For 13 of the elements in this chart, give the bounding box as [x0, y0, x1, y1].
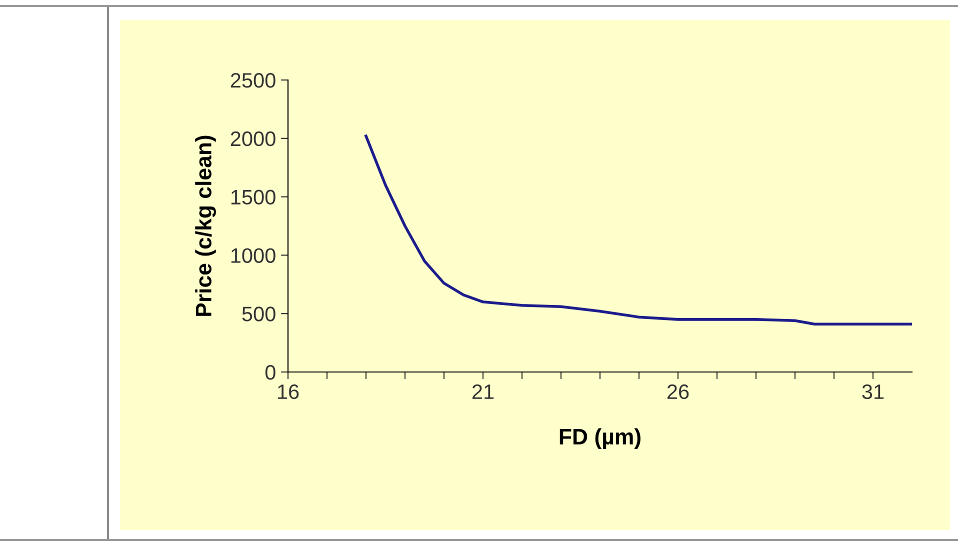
x-tick-label: 31: [862, 384, 884, 400]
y-tick-label: 0: [265, 365, 276, 380]
y-tick-label: 1000: [231, 248, 276, 263]
y-tick-label: 1500: [231, 190, 276, 205]
y-tick-label: 2000: [230, 131, 276, 146]
y-tick-label: 500: [242, 306, 276, 322]
line-series: [364, 134, 912, 326]
y-axis-title: Price (c/kg clean): [195, 136, 216, 316]
y-tick-label: 2500: [230, 73, 276, 88]
x-tick-label: 21: [472, 384, 494, 399]
x-tick-label: 16: [278, 384, 299, 400]
x-tick-label: 26: [667, 384, 689, 400]
x-axis-title: FD (µm): [560, 428, 640, 449]
